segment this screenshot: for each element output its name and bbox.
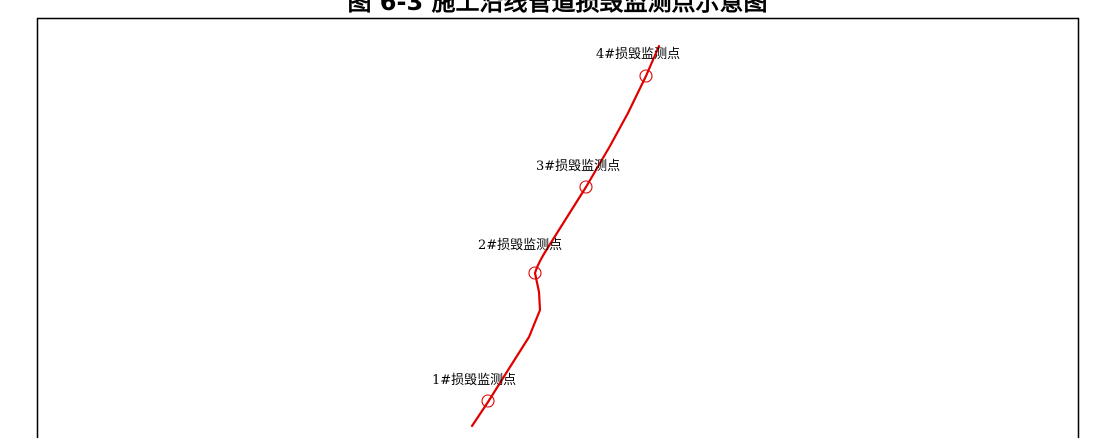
point-marker-icon <box>528 266 542 280</box>
point-marker-icon <box>579 180 593 194</box>
figure-title: 图 6-3 施工沿线管道损毁监测点示意图 <box>347 0 768 16</box>
monitor-point-4[interactable]: 4#损毁监测点 <box>596 47 680 83</box>
point-marker-icon <box>481 394 495 408</box>
point-marker-icon <box>639 69 653 83</box>
route-line <box>470 44 661 428</box>
monitor-point-2[interactable]: 2#损毁监测点 <box>478 238 562 280</box>
point-3-label: 3#损毁监测点 <box>536 159 620 174</box>
point-2-label: 2#损毁监测点 <box>478 238 562 253</box>
point-4-label: 4#损毁监测点 <box>596 47 680 62</box>
point-1-label: 1#损毁监测点 <box>432 373 516 388</box>
monitor-point-3[interactable]: 3#损毁监测点 <box>536 159 620 194</box>
monitor-point-1[interactable]: 1#损毁监测点 <box>432 373 516 408</box>
frame-border <box>36 17 1080 438</box>
